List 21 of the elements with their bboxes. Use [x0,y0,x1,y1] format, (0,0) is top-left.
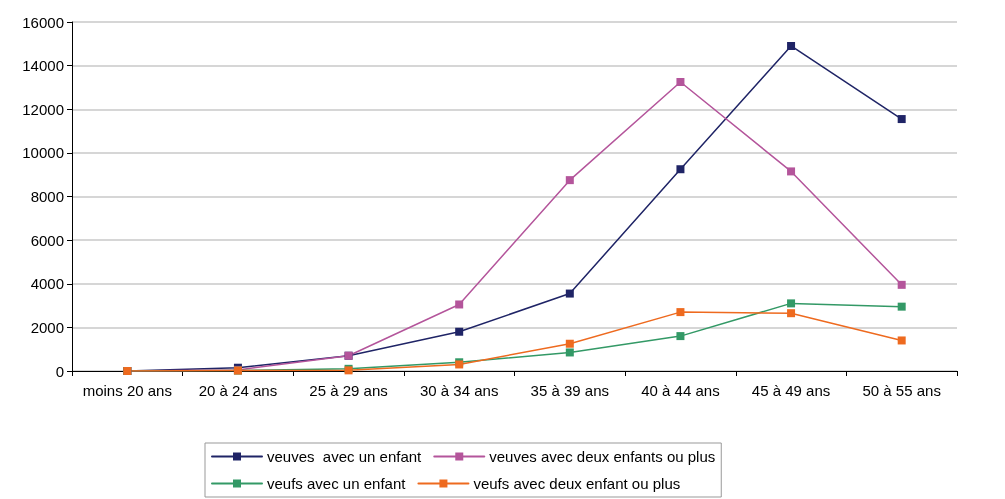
y-tick-label: 0 [55,362,64,380]
x-tick-label: moins 20 ans [82,382,172,399]
y-tick-label: 2000 [30,318,64,336]
x-tick-label: 40 à 44 ans [641,382,720,399]
y-tick-label: 16000 [22,13,64,31]
x-tick-label: 20 à 24 ans [198,382,278,399]
legend-label: veuves avec deux enfants ou plus [489,448,716,465]
x-tick-label: 45 à 49 ans [751,382,831,399]
y-tick-label: 10000 [22,144,64,162]
y-tick-label: 8000 [30,188,64,205]
y-tick-label: 6000 [30,231,64,249]
x-tick-label: 35 à 39 ans [530,382,610,399]
y-tick-label: 12000 [22,100,64,118]
x-tick-label: 25 à 29 ans [309,382,388,399]
x-tick-label: 50 à 55 ans [862,382,941,399]
y-tick-label: 4000 [30,275,64,293]
y-tick-label: 14000 [22,57,64,75]
legend-label: veuves avec un enfant [267,448,423,465]
legend-label: veufs avec deux enfant ou plus [473,475,681,492]
x-tick-label: 30 à 34 ans [419,382,499,399]
legend-label: veufs avec un enfant [267,475,407,492]
